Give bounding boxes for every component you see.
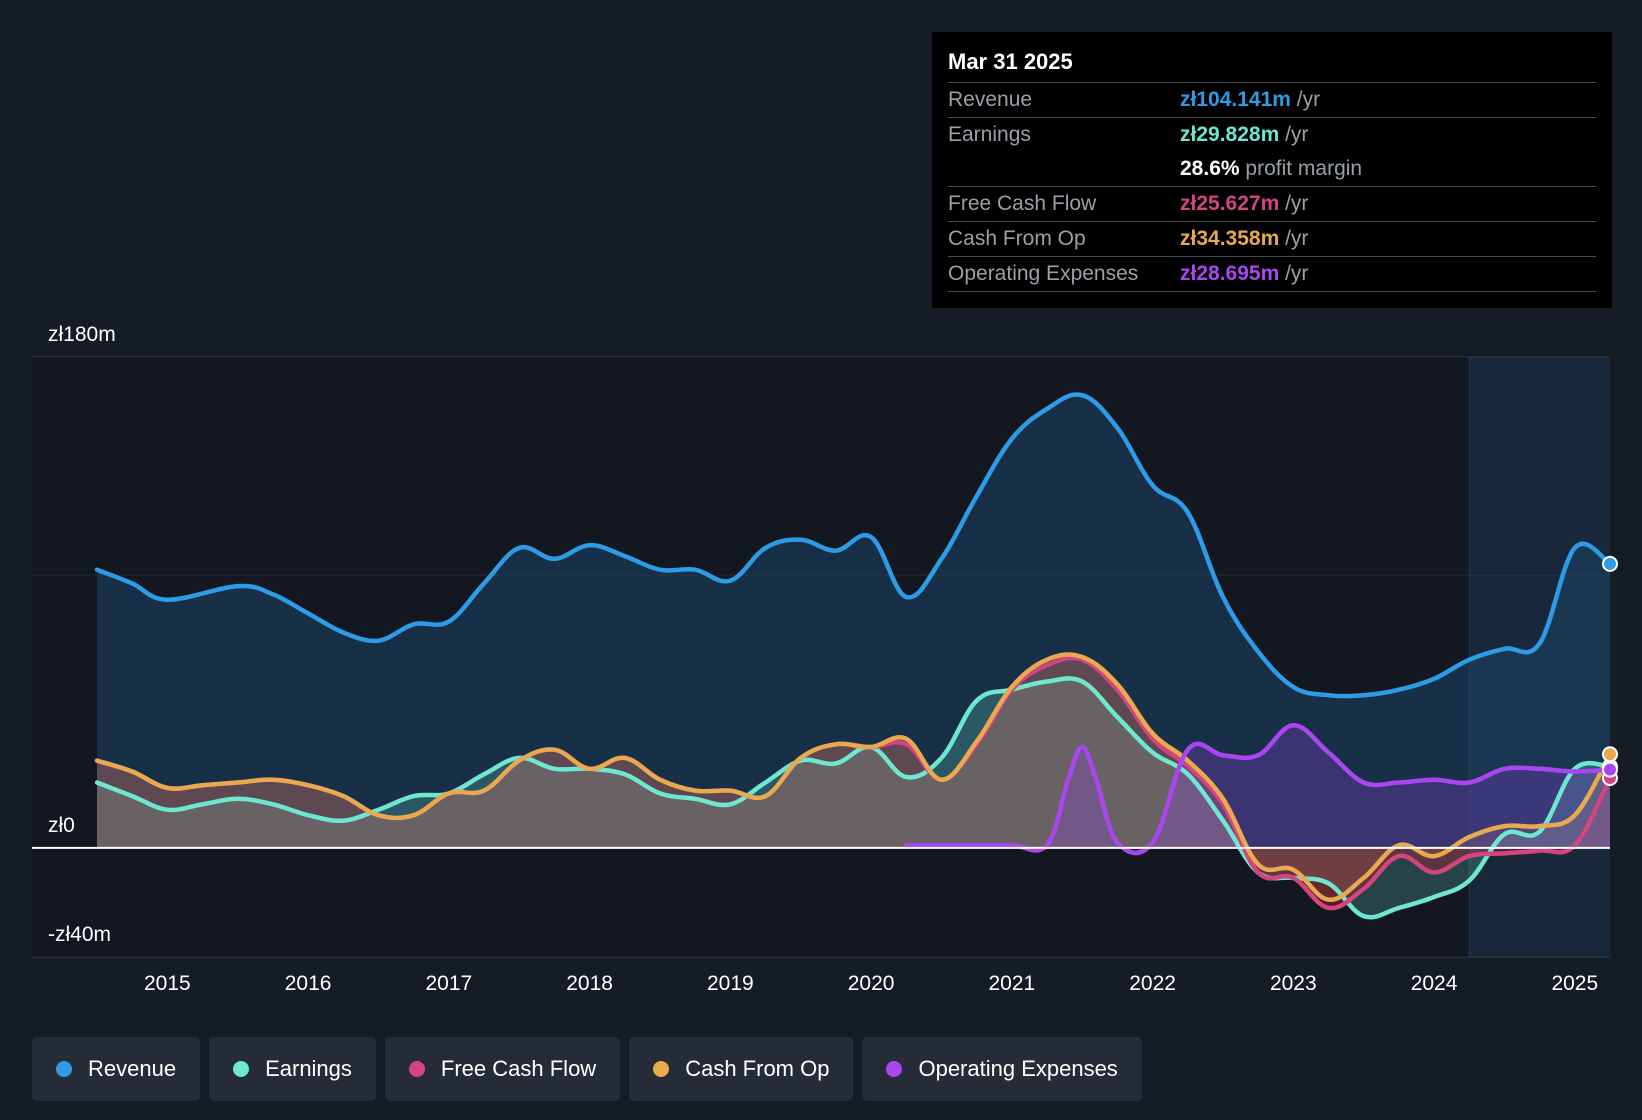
y-tick-label: -zł40m [48, 923, 111, 946]
opex-end-dot [1602, 761, 1618, 778]
opex-line [904, 722, 1613, 856]
x-tick-label: 2022 [1129, 972, 1176, 995]
tooltip-label: Earnings [948, 123, 1031, 146]
tooltip-label: Revenue [948, 88, 1033, 111]
tooltip-unit: /yr [1285, 192, 1309, 215]
earnings-dot-icon [233, 1061, 250, 1077]
x-tick-label: 2019 [707, 972, 754, 995]
y-tick-label: zł0 [48, 814, 75, 837]
legend-label: Revenue [88, 1056, 177, 1081]
legend-label: Operating Expenses [918, 1056, 1118, 1081]
x-tick-label: 2020 [848, 972, 895, 995]
y-axis-labels: zł180m zł0 -zł40m [48, 323, 116, 946]
cfo-area-negative [1247, 847, 1452, 900]
tooltip-row-fcf: Free Cash Flow zł25.627m /yr [948, 187, 1596, 222]
revenue-area [97, 394, 1610, 848]
tooltip-value: zł104.141m /yr [1180, 83, 1320, 117]
earnings-area-negative [1239, 847, 1493, 918]
x-tick-label: 2023 [1270, 972, 1317, 995]
tooltip-value: zł28.695m /yr [1180, 257, 1308, 291]
tooltip-margin-value: 28.6% [1180, 157, 1240, 180]
tooltip-row-profit-margin: 28.6% profit margin [948, 152, 1596, 187]
end-dots [1602, 555, 1618, 787]
x-tick-label: 2025 [1551, 972, 1598, 995]
series-lines [94, 392, 1613, 920]
tooltip-value: zł34.358m /yr [1180, 222, 1308, 256]
tooltip-label: Operating Expenses [948, 262, 1139, 285]
tooltip-label: Cash From Op [948, 227, 1086, 250]
earnings-line [94, 676, 1613, 920]
tooltip-unit: /yr [1285, 262, 1309, 285]
revenue-line [94, 392, 1613, 699]
x-tick-label: 2017 [426, 972, 473, 995]
earnings-area [97, 678, 1610, 848]
revenue-dot-icon [56, 1061, 72, 1077]
revenue-end-dot [1602, 555, 1618, 572]
free-cash-flow-dot-icon [408, 1061, 425, 1077]
tooltip-fcf-value: zł25.627m [1180, 192, 1280, 215]
legend-label: Free Cash Flow [440, 1056, 597, 1081]
tooltip-unit: /yr [1296, 88, 1321, 111]
x-axis-labels: 2015 2016 2017 2018 2019 2020 2021 2022 2023 2024… [144, 972, 1598, 995]
x-tick-label: 2015 [144, 972, 191, 995]
fcf-area-negative [1243, 847, 1572, 909]
tooltip-earnings-value: zł29.828m [1180, 123, 1280, 146]
x-tick-label: 2024 [1411, 972, 1458, 995]
legend-item-revenue[interactable]: Revenue [32, 1037, 201, 1101]
tooltip-opex-value: zł28.695m [1180, 262, 1280, 285]
tooltip-row-revenue: Revenue zł104.141m /yr [948, 83, 1596, 118]
operating-expenses-dot-icon [886, 1061, 903, 1077]
x-tick-label: 2021 [988, 972, 1035, 995]
y-tick-label: zł180m [48, 323, 116, 346]
legend-label: Earnings [265, 1056, 352, 1081]
cfo-end-dot [1602, 746, 1618, 763]
legend-item-cash-from-op[interactable]: Cash From Op [629, 1037, 854, 1101]
x-tick-label: 2016 [285, 972, 332, 995]
tooltip-value: 28.6% profit margin [1180, 152, 1362, 186]
tooltip-value: zł25.627m /yr [1180, 187, 1308, 221]
tooltip-row-earnings: Earnings zł29.828m /yr [948, 118, 1596, 152]
legend-item-earnings[interactable]: Earnings [209, 1037, 376, 1101]
opex-area [906, 725, 1610, 848]
tooltip-date: Mar 31 2025 [948, 46, 1596, 83]
tooltip: Mar 31 2025 Revenue zł104.141m /yr Earni… [932, 32, 1612, 308]
legend: Revenue Earnings Free Cash Flow Cash Fro… [32, 1037, 1142, 1101]
cfo-line [94, 652, 1613, 902]
tooltip-row-cfo: Cash From Op zł34.358m /yr [948, 222, 1596, 257]
x-tick-label: 2018 [566, 972, 613, 995]
tooltip-unit: /yr [1285, 227, 1309, 250]
legend-item-operating-expenses[interactable]: Operating Expenses [862, 1037, 1142, 1101]
tooltip-label: Free Cash Flow [948, 192, 1097, 215]
tooltip-value: zł29.828m /yr [1180, 118, 1308, 152]
legend-label: Cash From Op [685, 1056, 830, 1081]
tooltip-row-opex: Operating Expenses zł28.695m /yr [948, 257, 1596, 292]
cash-from-op-dot-icon [653, 1061, 670, 1077]
tooltip-unit: /yr [1285, 123, 1309, 146]
tooltip-unit: profit margin [1245, 157, 1363, 180]
tooltip-revenue-value: zł104.141m [1180, 88, 1291, 111]
tooltip-cfo-value: zł34.358m [1180, 227, 1280, 250]
legend-item-free-cash-flow[interactable]: Free Cash Flow [384, 1037, 621, 1101]
